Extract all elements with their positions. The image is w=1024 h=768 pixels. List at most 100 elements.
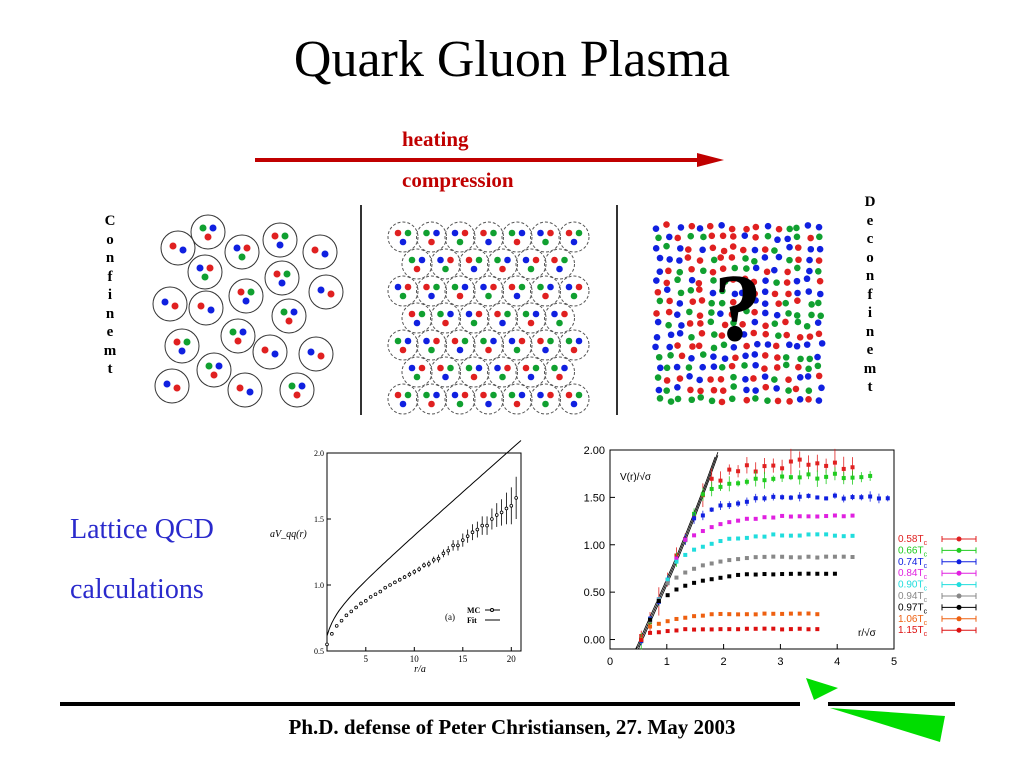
free-quark bbox=[708, 232, 716, 240]
free-quark bbox=[710, 386, 718, 394]
free-quark bbox=[764, 222, 772, 230]
quark bbox=[278, 279, 286, 287]
free-quark bbox=[804, 222, 812, 229]
chart2-data-point bbox=[824, 571, 829, 576]
free-quark bbox=[806, 355, 814, 363]
free-quark bbox=[815, 257, 823, 264]
chart2-data-point bbox=[788, 555, 793, 560]
chart2-data-point bbox=[736, 557, 741, 562]
chart2-legend-marker bbox=[956, 582, 962, 588]
chart2-data-point bbox=[709, 507, 714, 512]
chart2-data-point bbox=[797, 571, 802, 576]
free-quark bbox=[771, 320, 779, 327]
chart2-legend-name: 0.84T bbox=[898, 568, 924, 579]
quark bbox=[565, 391, 573, 399]
free-quark bbox=[729, 243, 737, 250]
quark bbox=[522, 364, 530, 372]
quark bbox=[404, 283, 412, 291]
chart2-data-point bbox=[718, 522, 723, 527]
chart1-data-point bbox=[480, 523, 485, 528]
quark bbox=[447, 256, 454, 264]
free-quark bbox=[717, 254, 725, 261]
free-quark bbox=[774, 354, 781, 361]
dense-hadron-bubble bbox=[416, 383, 447, 415]
chart2-data-point bbox=[744, 572, 749, 577]
quark bbox=[461, 283, 469, 291]
free-quark bbox=[663, 286, 671, 294]
quark bbox=[408, 256, 416, 264]
free-quark bbox=[814, 319, 822, 327]
chart2-data-point bbox=[718, 539, 723, 544]
chart2-legend-name: 0.66T bbox=[898, 545, 924, 556]
chart2-data-point bbox=[815, 514, 820, 519]
dense-hadron-bubble bbox=[501, 221, 533, 253]
chart2-data-point bbox=[815, 532, 820, 537]
free-quark bbox=[793, 342, 801, 350]
chart1-data-point bbox=[451, 543, 455, 548]
free-quark bbox=[665, 321, 672, 329]
free-quark bbox=[653, 277, 660, 284]
free-quark bbox=[794, 297, 801, 304]
hadron-bubble bbox=[228, 278, 264, 314]
quark bbox=[317, 286, 325, 294]
chart2-data-point bbox=[788, 459, 793, 464]
free-quark bbox=[742, 376, 749, 383]
quark bbox=[475, 364, 483, 372]
quark bbox=[197, 302, 205, 310]
chart2-data-point bbox=[780, 466, 785, 471]
dense-hadron-bubble bbox=[501, 275, 533, 307]
quark bbox=[470, 373, 478, 381]
chart2-data-point bbox=[674, 628, 679, 633]
chart1-data-point bbox=[349, 609, 354, 614]
free-quark bbox=[784, 268, 791, 276]
quark bbox=[565, 337, 573, 345]
chart1-frame bbox=[326, 452, 522, 652]
free-quark bbox=[663, 221, 670, 228]
quark bbox=[283, 270, 291, 278]
chart2-legend-marker bbox=[956, 536, 962, 542]
free-quark bbox=[754, 340, 761, 348]
free-quark bbox=[750, 278, 758, 286]
free-quark bbox=[805, 288, 813, 295]
quark bbox=[408, 364, 416, 372]
dense-hadron-bubble bbox=[444, 329, 476, 361]
chart2-legend-label: 0.66Tc bbox=[898, 545, 928, 558]
quark bbox=[461, 391, 469, 399]
chart2-data-point bbox=[797, 514, 802, 519]
dense-hadron-bubble bbox=[387, 329, 419, 361]
vertical-letter: i bbox=[107, 287, 113, 303]
free-quark bbox=[761, 373, 769, 380]
quark bbox=[413, 265, 421, 273]
quark bbox=[423, 283, 430, 291]
dense-hadron-bubble bbox=[558, 221, 590, 253]
chart2-data-point bbox=[709, 561, 714, 566]
chart2-data-point bbox=[683, 552, 688, 557]
free-quark bbox=[771, 376, 778, 383]
chart2-data-point bbox=[674, 587, 679, 592]
free-quark bbox=[743, 396, 751, 404]
quark bbox=[570, 238, 578, 246]
quark bbox=[527, 319, 535, 327]
free-quark bbox=[793, 312, 801, 319]
quark bbox=[404, 337, 412, 345]
free-quark bbox=[786, 398, 793, 405]
free-quark bbox=[743, 299, 750, 307]
quark bbox=[547, 337, 554, 345]
chart2-data-point bbox=[753, 612, 758, 617]
free-quark bbox=[771, 247, 778, 254]
free-quark bbox=[738, 289, 746, 297]
chart2-data-point bbox=[797, 611, 802, 616]
quark bbox=[504, 364, 511, 372]
dense-hadron-bubble bbox=[416, 329, 447, 361]
dense-hadron-bubble bbox=[515, 248, 547, 280]
quark bbox=[394, 337, 402, 345]
chart2-legend-label: 1.06Tc bbox=[898, 614, 928, 627]
chart2-data-point bbox=[683, 537, 688, 542]
quark bbox=[196, 264, 204, 272]
free-quark bbox=[676, 257, 683, 264]
chart1-fit-curve bbox=[326, 440, 522, 637]
chart2-legend-name: 0.97T bbox=[898, 602, 924, 613]
free-quark bbox=[697, 387, 704, 395]
quark bbox=[504, 256, 511, 264]
quark bbox=[565, 283, 573, 291]
